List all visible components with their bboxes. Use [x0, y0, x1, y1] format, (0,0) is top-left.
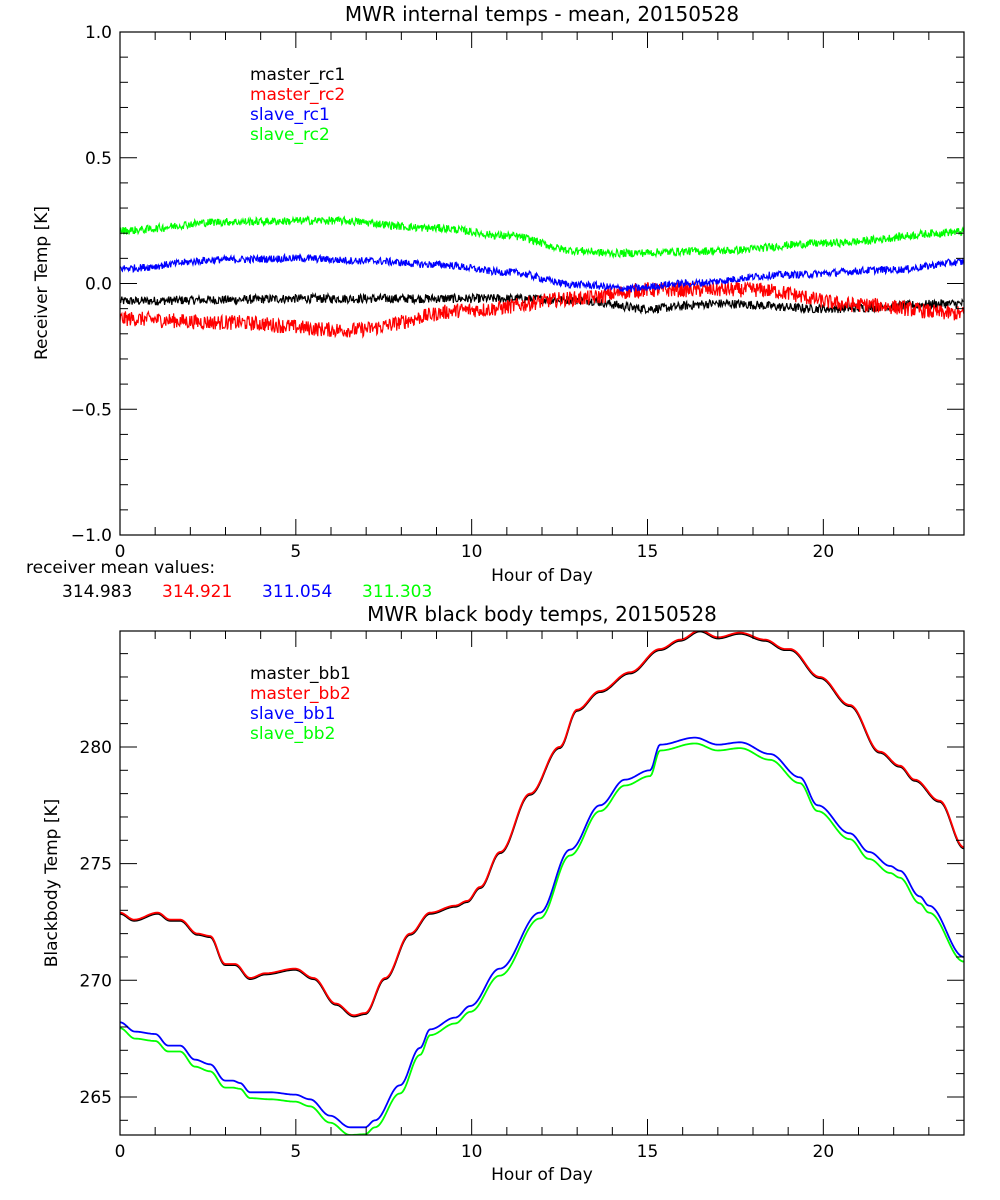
receiver-temp-panel: MWR internal temps - mean, 20150528 0 5 10… — [26, 2, 965, 602]
legend-entry-master_bb1: master_bb1 — [250, 664, 351, 684]
legend-entry-slave_rc1: slave_rc1 — [250, 105, 330, 125]
series-line-master_rc2 — [120, 281, 964, 339]
x-tick-label: 0 — [115, 542, 126, 562]
x-tick-label: 10 — [461, 1142, 483, 1162]
series-layer — [120, 631, 964, 1135]
x-axis-label: Hour of Day — [491, 566, 593, 586]
plot-frame — [119, 31, 965, 536]
y-tick-label: 0.0 — [85, 275, 112, 295]
y-tick-label: 0.5 — [85, 149, 112, 169]
x-tick-label: 20 — [813, 1142, 835, 1162]
x-tick-label: 0 — [115, 1142, 126, 1162]
receiver-mean-label: receiver mean values: — [26, 558, 215, 578]
y-tick-label: 265 — [80, 1088, 112, 1108]
receiver-mean-value: 311.303 — [362, 582, 432, 602]
y-axis-label: Receiver Temp [K] — [32, 206, 52, 360]
x-axis-label: Hour of Day — [491, 1165, 593, 1185]
y-tick-label: 270 — [80, 971, 112, 991]
x-tick-label: 5 — [290, 542, 301, 562]
receiver-mean-value: 311.054 — [262, 582, 332, 602]
y-tick-label: 275 — [80, 855, 112, 875]
x-tick-label: 5 — [290, 1142, 301, 1162]
receiver-mean-values: 314.983 314.921 311.054 311.303 — [62, 582, 432, 602]
y-tick-label: 1.0 — [85, 23, 112, 43]
axes: 0 5 10 15 20 265 270 275 280 — [80, 630, 965, 1162]
series-line-slave_bb1 — [120, 736, 964, 1129]
y-tick-label: −1.0 — [71, 526, 112, 546]
legend-entry-master_rc2: master_rc2 — [250, 85, 345, 105]
x-tick-label: 10 — [461, 542, 483, 562]
y-axis-label: Blackbody Temp [K] — [42, 799, 62, 968]
legend-entry-slave_bb1: slave_bb1 — [250, 704, 335, 724]
x-tick-label: 20 — [813, 542, 835, 562]
legend-entry-slave_bb2: slave_bb2 — [250, 724, 335, 744]
series-line-master_bb2 — [120, 631, 964, 1017]
chart-title: MWR internal temps - mean, 20150528 — [345, 2, 739, 26]
series-layer — [120, 215, 964, 339]
series-line-slave_rc1 — [120, 252, 964, 293]
chart-title: MWR black body temps, 20150528 — [367, 602, 717, 626]
y-tick-label: −0.5 — [71, 400, 112, 420]
y-tick-label: 280 — [80, 738, 112, 758]
receiver-mean-value: 314.983 — [62, 582, 132, 602]
legend-entry-slave_rc2: slave_rc2 — [250, 125, 330, 145]
plot-frame — [119, 630, 965, 1136]
x-tick-label: 15 — [637, 1142, 659, 1162]
blackbody-temp-panel: MWR black body temps, 20150528 0 5 10 15 20 2… — [42, 602, 965, 1185]
series-line-slave_rc2 — [120, 215, 964, 260]
legend-entry-master_rc1: master_rc1 — [250, 65, 345, 85]
receiver-mean-value: 314.921 — [162, 582, 232, 602]
axes: 0 5 10 15 20 −1.0 −0.5 0.0 0.5 1.0 — [71, 23, 965, 562]
legend-entry-master_bb2: master_bb2 — [250, 684, 351, 704]
x-tick-label: 15 — [637, 542, 659, 562]
series-line-slave_bb2 — [120, 742, 964, 1135]
